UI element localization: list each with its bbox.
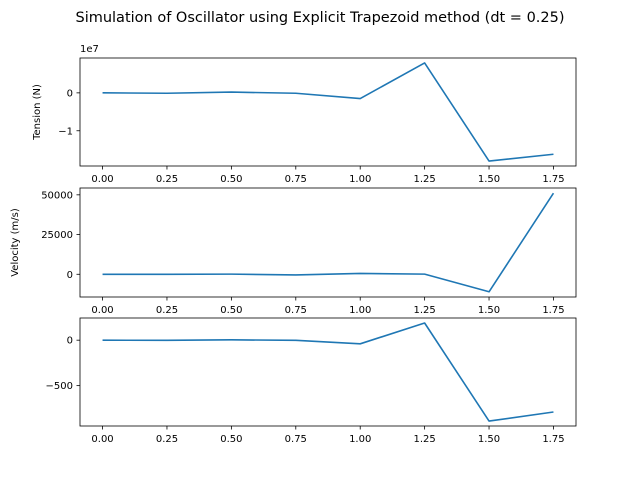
y-tick-label: 0: [67, 270, 73, 281]
x-tick-label: 1.50: [478, 305, 500, 316]
x-tick-label: 1.75: [542, 174, 564, 185]
series-line-3-1: [102, 322, 554, 422]
x-tick-label: 0.75: [285, 305, 307, 316]
x-tick-label: 0.75: [285, 434, 307, 445]
subplots: 0.00 0.25 0.50 0.75 1.00 1.25 1.50 1.75 0 −1 Tensi…: [10, 44, 577, 445]
x-tick-label: 1.75: [542, 434, 564, 445]
x-tick-label: 0.00: [91, 305, 113, 316]
figure-title: Simulation of Oscillator using Explicit …: [75, 10, 564, 26]
x-tick-label: 1.00: [349, 434, 371, 445]
x-tick-label: 1.25: [413, 434, 435, 445]
subplot-3: 0.00 0.25 0.50 0.75 1.00 1.25 1.50 1.75 0 −500: [46, 317, 577, 445]
axes-frame: [79, 317, 577, 427]
x-tick-label: 0.00: [91, 174, 113, 185]
y-axis-label: Tension (N): [32, 84, 43, 141]
x-tick-label: 0.25: [156, 434, 178, 445]
subplot-2: 0.00 0.25 0.50 0.75 1.00 1.25 1.50 1.75 0 25000 50…: [10, 187, 577, 316]
axis-offset-label: 1e7: [80, 44, 99, 55]
x-tick-label: 1.00: [349, 174, 371, 185]
y-tick-label: 0: [67, 336, 73, 347]
x-tick-label: 0.50: [220, 174, 242, 185]
x-tick-label: 1.00: [349, 305, 371, 316]
y-axis-label: Velocity (m/s): [10, 208, 21, 277]
x-tick-label: 1.50: [478, 174, 500, 185]
x-tick-label: 0.25: [156, 174, 178, 185]
y-tick-label: −500: [46, 381, 73, 392]
subplot-1: 0.00 0.25 0.50 0.75 1.00 1.25 1.50 1.75 0 −1 Tensi…: [32, 44, 577, 185]
y-tick-label: −1: [58, 126, 73, 137]
x-tick-label: 1.25: [413, 174, 435, 185]
x-tick-label: 0.00: [91, 434, 113, 445]
x-tick-label: 0.75: [285, 174, 307, 185]
y-tick-label: 50000: [41, 190, 73, 201]
axes-frame: [79, 187, 577, 298]
x-tick-label: 0.50: [220, 305, 242, 316]
y-tick-label: 25000: [41, 230, 73, 241]
series-line-1-1: [102, 62, 554, 162]
x-tick-label: 1.75: [542, 305, 564, 316]
x-tick-label: 1.50: [478, 434, 500, 445]
x-tick-label: 0.50: [220, 434, 242, 445]
series-line-2-1: [102, 192, 555, 293]
y-tick-label: 0: [67, 88, 73, 99]
axes-frame: [79, 57, 577, 167]
x-tick-label: 1.25: [413, 305, 435, 316]
x-tick-label: 0.25: [156, 305, 178, 316]
